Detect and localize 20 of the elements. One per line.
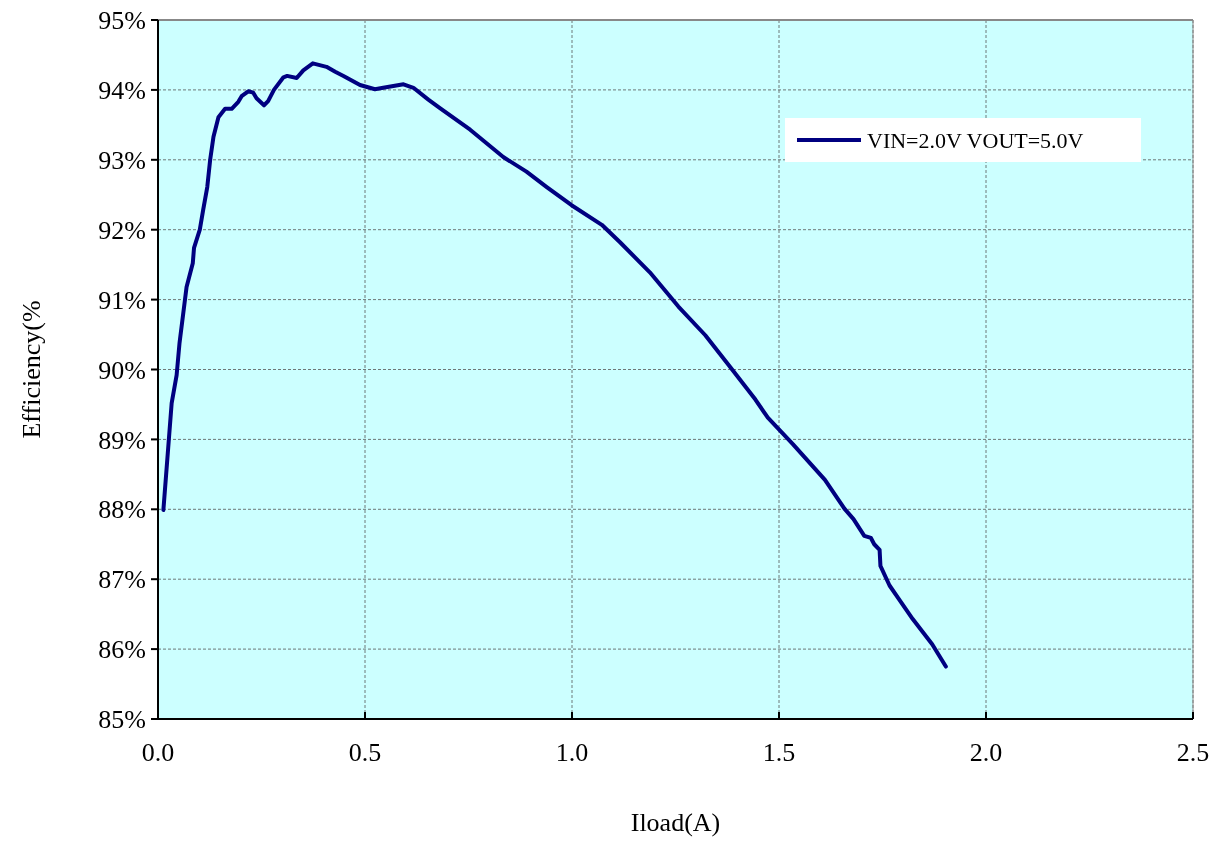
legend-label: VIN=2.0V VOUT=5.0V bbox=[867, 127, 1084, 153]
y-tick-label: 95% bbox=[98, 6, 146, 36]
x-tick-label: 2.0 bbox=[969, 738, 1003, 767]
y-tick-label: 86% bbox=[98, 635, 146, 665]
x-tick-label: 0.0 bbox=[141, 738, 175, 767]
y-tick-label: 87% bbox=[98, 565, 146, 595]
y-axis-title: Efficiency(% bbox=[17, 300, 46, 439]
y-tick-label: 91% bbox=[98, 285, 146, 315]
y-tick-label: 88% bbox=[98, 495, 146, 525]
y-tick-label: 94% bbox=[98, 76, 146, 105]
y-tick-label: 89% bbox=[98, 425, 146, 455]
y-tick-label: 90% bbox=[98, 355, 146, 385]
y-tick-label: 92% bbox=[98, 215, 146, 245]
x-tick-label: 1.5 bbox=[762, 738, 796, 767]
x-tick-label: 0.5 bbox=[348, 738, 382, 767]
x-tick-label: 2.5 bbox=[1176, 738, 1210, 767]
x-tick-label: 1.0 bbox=[555, 738, 589, 767]
x-axis-title: Iload(A) bbox=[630, 808, 721, 837]
y-tick-label: 85% bbox=[98, 705, 146, 735]
y-tick-label: 93% bbox=[98, 145, 146, 175]
